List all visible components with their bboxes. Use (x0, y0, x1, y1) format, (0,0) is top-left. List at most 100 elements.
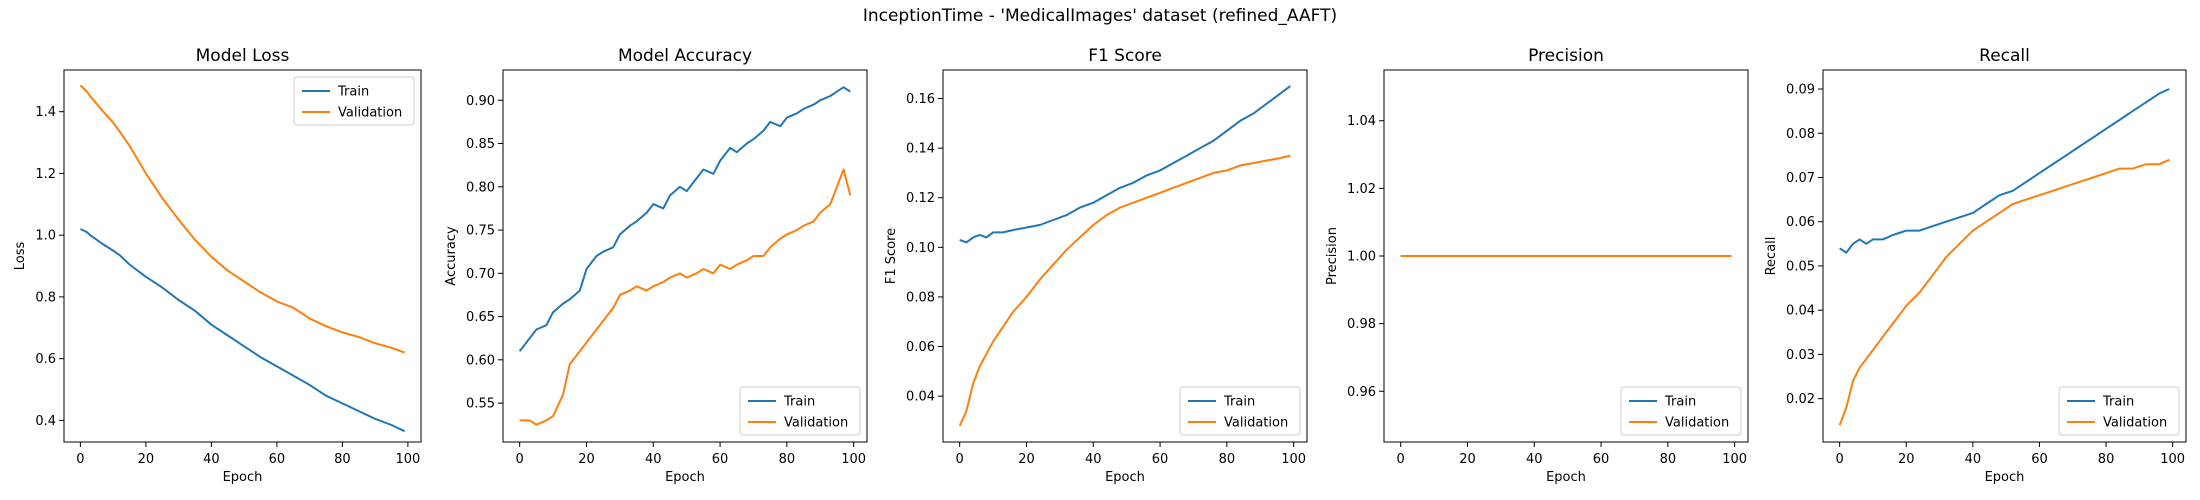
y-axis-label: Accuracy (444, 226, 459, 286)
y-tick-label: 0.60 (466, 353, 495, 368)
x-tick-label: 60 (2031, 452, 2048, 467)
y-tick-label: 0.4 (35, 414, 56, 429)
y-axis-label: Recall (1764, 237, 1779, 276)
subplot-precision: Precision 0 20 40 60 80 100 0.96 0.98 1.00 1.02 1.0… (1325, 46, 1749, 485)
subplot-title: Precision (1528, 46, 1604, 66)
y-tick-label: 0.03 (1786, 348, 1815, 363)
legend-label: Train (337, 85, 369, 100)
x-axis-label: Epoch (1105, 470, 1145, 485)
y-tick-label: 1.02 (1347, 182, 1376, 197)
x-tick-label: 80 (2098, 452, 2115, 467)
series-line-validation (519, 168, 852, 426)
legend-label: Train (783, 395, 815, 410)
x-axis-label: Epoch (1546, 470, 1586, 485)
y-tick-label: 0.05 (1786, 259, 1815, 274)
x-tick-label: 100 (395, 452, 420, 467)
legend-label: Train (1664, 395, 1696, 410)
x-tick-label: 0 (1836, 452, 1844, 467)
x-tick-label: 20 (1898, 452, 1915, 467)
y-tick-label: 0.16 (906, 92, 935, 107)
y-tick-label: 0.85 (466, 137, 495, 152)
axes-frame (502, 69, 868, 443)
legend-label: Validation (784, 416, 848, 431)
x-tick-label: 100 (841, 452, 866, 467)
axes-frame (63, 69, 422, 443)
x-tick-label: 60 (269, 452, 286, 467)
x-tick-label: 40 (645, 452, 662, 467)
x-tick-label: 0 (516, 452, 524, 467)
series-line-validation (1838, 158, 2170, 426)
x-tick-label: 0 (956, 452, 964, 467)
y-tick-label: 1.2 (35, 167, 56, 182)
y-tick-label: 0.75 (466, 224, 495, 239)
x-axis-label: Epoch (223, 470, 263, 485)
series-line-train (1839, 88, 2170, 254)
y-tick-label: 0.10 (906, 241, 935, 256)
x-tick-label: 20 (138, 452, 155, 467)
legend-label: Train (2102, 395, 2134, 410)
x-tick-label: 20 (578, 452, 595, 467)
x-axis-label: Epoch (1985, 470, 2025, 485)
y-tick-label: 0.12 (906, 191, 935, 206)
y-tick-label: 1.0 (35, 229, 56, 244)
x-tick-label: 40 (1526, 452, 1543, 467)
y-tick-label: 0.55 (466, 397, 495, 412)
x-tick-label: 40 (1965, 452, 1982, 467)
axes-frame (942, 69, 1308, 443)
x-tick-label: 80 (779, 452, 796, 467)
y-tick-label: 0.08 (906, 290, 935, 305)
y-tick-label: 0.8 (35, 290, 56, 305)
y-axis-label: F1 Score (884, 228, 899, 284)
subplot-title: Recall (1979, 46, 2030, 66)
y-tick-label: 0.14 (906, 142, 935, 157)
y-tick-label: 0.04 (906, 390, 935, 405)
x-tick-label: 0 (1397, 452, 1405, 467)
series-line-train (79, 228, 406, 433)
axes-frame (1822, 69, 2187, 443)
legend: Train Validation (739, 386, 861, 436)
legend-label: Validation (1665, 416, 1729, 431)
y-tick-label: 0.04 (1786, 304, 1815, 319)
y-tick-label: 0.02 (1786, 392, 1815, 407)
series-line-validation (958, 154, 1291, 427)
legend: Train Validation (1179, 386, 1301, 436)
legend: Train Validation (293, 76, 415, 126)
x-tick-label: 60 (1593, 452, 1610, 467)
y-tick-label: 0.65 (466, 310, 495, 325)
x-tick-label: 40 (203, 452, 220, 467)
y-tick-label: 0.06 (906, 340, 935, 355)
series-line-validation (79, 84, 405, 354)
figure-title: InceptionTime - 'MedicalImages' dataset … (862, 6, 1338, 26)
y-tick-label: 1.04 (1347, 114, 1376, 129)
y-tick-label: 0.08 (1786, 127, 1815, 142)
legend: Train Validation (1620, 386, 1742, 436)
series-line-train (518, 86, 851, 352)
y-tick-label: 0.09 (1786, 83, 1815, 98)
x-tick-label: 100 (1722, 452, 1747, 467)
x-tick-label: 60 (1152, 452, 1169, 467)
legend-label: Validation (2103, 416, 2167, 431)
series-line-train (959, 85, 1291, 244)
subplot-loss: Model Loss 0 20 40 60 80 100 0.4 0.6 0.8 1.0 1.2 1.4… (13, 46, 422, 485)
subplot-f1-score: F1 Score 0 20 40 60 80 100 0.04 0.06 0.08 0.10 0.12… (884, 46, 1308, 485)
y-tick-label: 0.98 (1347, 317, 1376, 332)
x-axis-label: Epoch (665, 470, 705, 485)
x-tick-label: 100 (1281, 452, 1306, 467)
x-tick-label: 0 (76, 452, 84, 467)
subplot-recall: Recall 0 20 40 60 80 100 0.02 0.03 0.04 0.05 0.06 0.… (1764, 46, 2187, 485)
x-tick-label: 20 (1018, 452, 1035, 467)
y-tick-label: 0.96 (1347, 385, 1376, 400)
series-lines (958, 85, 1291, 427)
y-tick-label: 1.00 (1347, 250, 1376, 265)
series-lines (79, 84, 406, 433)
y-axis-label: Precision (1325, 227, 1340, 285)
subplot-accuracy: Model Accuracy 0 20 40 60 80 100 0.55 0.60 0.65 0.… (444, 46, 868, 485)
legend-label: Train (1223, 395, 1255, 410)
y-tick-label: 0.70 (466, 267, 495, 282)
subplot-title: F1 Score (1088, 46, 1162, 66)
legend-label: Validation (1224, 416, 1288, 431)
legend: Train Validation (2058, 386, 2180, 436)
x-tick-label: 80 (1219, 452, 1236, 467)
x-tick-label: 20 (1459, 452, 1476, 467)
